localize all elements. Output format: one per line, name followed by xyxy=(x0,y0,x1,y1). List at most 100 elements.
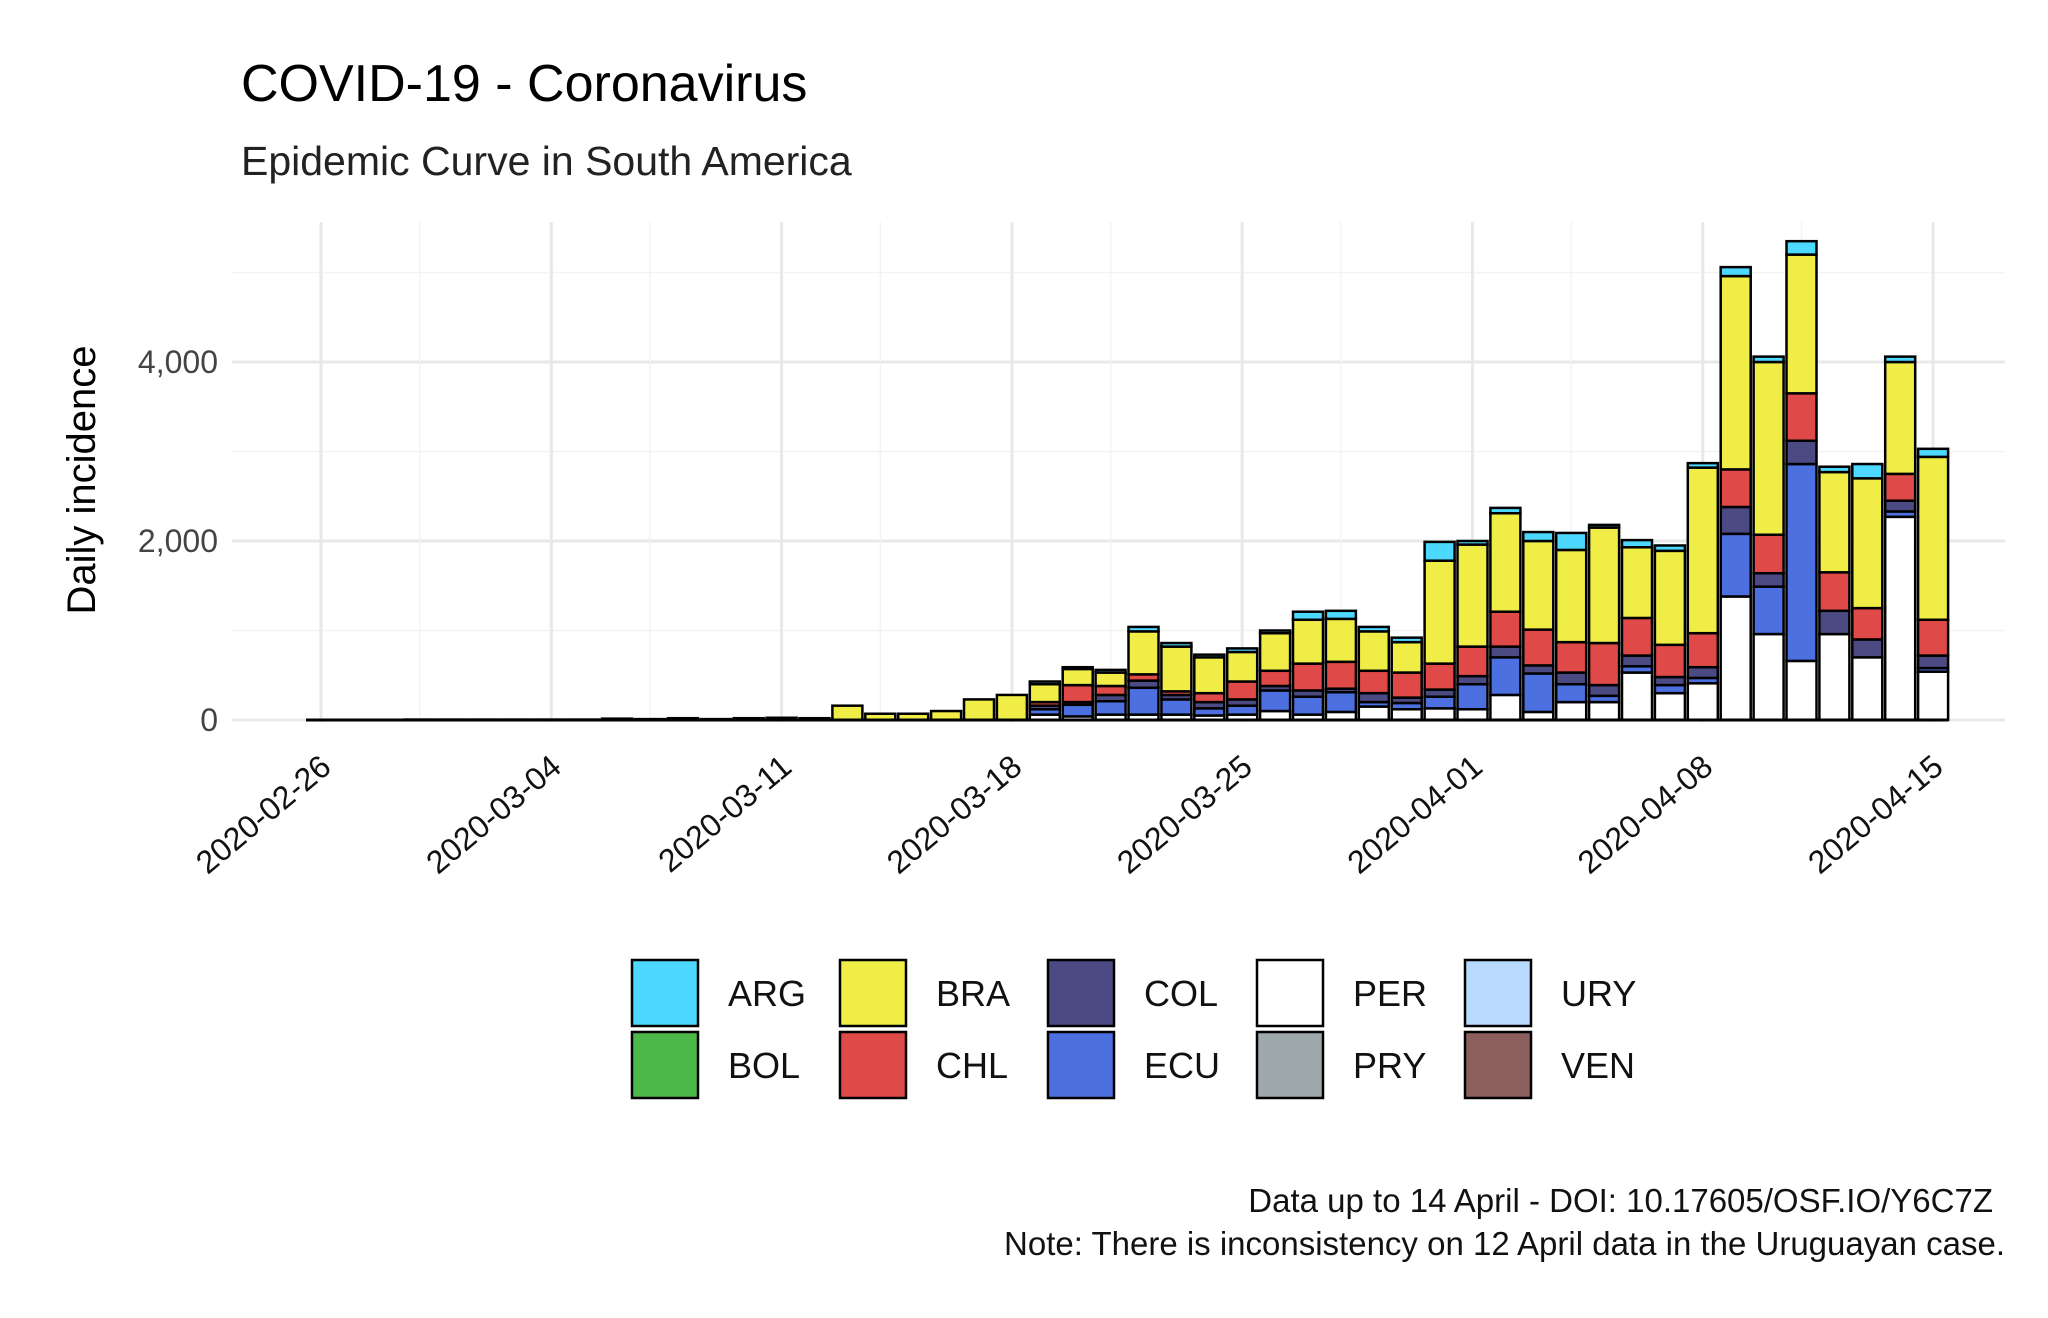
bar-segment-col xyxy=(1719,505,1752,536)
bar-segment-bra xyxy=(1193,656,1226,695)
legend-key-col xyxy=(1046,958,1116,1028)
x-tick-label: 2020-04-08 xyxy=(1571,748,1720,881)
legend-key-ecu xyxy=(1046,1030,1116,1100)
bar-segment-col xyxy=(1916,654,1950,670)
bar-segment-col xyxy=(1851,638,1884,659)
bar-segment-chl xyxy=(1193,691,1226,704)
bar-segment-ecu xyxy=(1258,689,1292,713)
bar-segment-ecu xyxy=(1160,698,1193,716)
x-tick-label: 2020-03-11 xyxy=(651,748,798,879)
x-tick-label: 2020-04-01 xyxy=(1340,748,1489,881)
bar-segment-per xyxy=(1390,708,1423,722)
bar-segment-bra xyxy=(1291,618,1325,665)
bar-segment-chl xyxy=(1686,631,1720,669)
bar-segment-arg xyxy=(1851,462,1884,480)
bar-segment-bra xyxy=(1851,477,1884,610)
bar-segment-col xyxy=(1883,499,1917,513)
bar-segment-col xyxy=(1357,691,1391,704)
bar-segment-col xyxy=(1785,439,1818,466)
legend-label-ury: URY xyxy=(1561,973,1636,1014)
bar-segment-chl xyxy=(1916,618,1950,657)
bar-segment-bra xyxy=(1719,274,1752,471)
bar-segment-arg xyxy=(1587,523,1621,529)
bar-segment-bra xyxy=(1489,512,1522,613)
bar-segment-ecu xyxy=(1522,672,1555,714)
x-tick-label: 2020-02-26 xyxy=(189,748,338,881)
bar-segment-bra xyxy=(1127,630,1160,676)
bar-segment-ecu xyxy=(1554,682,1588,704)
bar-segment-ecu xyxy=(1094,699,1127,716)
bar-segment-arg xyxy=(1028,680,1062,686)
bar-segment-arg xyxy=(1094,668,1127,674)
bar-segment-arg xyxy=(1554,531,1588,552)
bar-segment-per xyxy=(1456,708,1489,722)
bar-segment-chl xyxy=(1554,640,1588,674)
bar-segment-col xyxy=(1686,665,1720,680)
bar-segment xyxy=(831,704,864,722)
chart-title: COVID-19 - Coronavirus xyxy=(241,55,807,113)
bar-segment-col xyxy=(1620,654,1654,668)
legend-key-arg xyxy=(630,958,700,1028)
bar-segment-per xyxy=(1587,700,1621,722)
bar-segment-arg xyxy=(1390,636,1423,644)
legend-key-ven xyxy=(1463,1030,1533,1100)
x-tick-label: 2020-03-18 xyxy=(880,748,1029,881)
bar-segment-chl xyxy=(1719,468,1752,509)
bar-segment-chl xyxy=(1094,684,1127,697)
legend-label-ecu: ECU xyxy=(1144,1045,1220,1086)
bar-segment-col xyxy=(1554,671,1588,686)
caption-note: Note: There is inconsistency on 12 April… xyxy=(1004,1225,2005,1262)
bar-segment-ecu xyxy=(1291,695,1325,716)
bar-segment-ecu xyxy=(1719,532,1752,598)
bar-segment-chl xyxy=(1225,680,1259,701)
bar-segment-bra xyxy=(1522,539,1555,631)
y-tick-label: 0 xyxy=(200,702,218,738)
bar-segment-ecu xyxy=(1061,703,1094,718)
bar-segment-arg xyxy=(1127,625,1160,633)
bar-segment-chl xyxy=(1423,662,1456,691)
x-tick-labels: 2020-02-26 2020-03-04 2020-03-11 2020-03-18… xyxy=(189,748,1950,881)
bar-segment xyxy=(995,693,1029,722)
legend-key-ury xyxy=(1463,958,1533,1028)
bar-segment-bra xyxy=(1160,645,1193,693)
bar-segment-per xyxy=(1686,682,1720,722)
bar-segment-bra xyxy=(1324,617,1358,664)
bar-segment-bra xyxy=(1456,543,1489,648)
legend-key-chl xyxy=(838,1030,908,1100)
bar-segment-col xyxy=(1752,571,1785,588)
bar-segment-ecu xyxy=(1456,682,1489,711)
y-tick-labels: 0 2,000 4,000 xyxy=(138,344,218,738)
bar-segment-col xyxy=(1818,609,1851,636)
bar-segment-ecu xyxy=(1423,695,1456,710)
bar-segment-arg xyxy=(1752,355,1785,364)
bar-segment-arg xyxy=(1620,538,1654,549)
bar-segment-chl xyxy=(1620,616,1654,657)
x-tick-label: 2020-04-15 xyxy=(1801,748,1950,881)
y-tick-label: 2,000 xyxy=(138,523,218,559)
bar-segment-arg xyxy=(1489,506,1522,515)
bar-segment-arg xyxy=(1291,610,1325,622)
legend-label-bra: BRA xyxy=(936,973,1010,1014)
bar-segment-bra xyxy=(1785,253,1818,395)
bar-segment-bra xyxy=(1752,360,1785,536)
bar-segment-bra xyxy=(1258,631,1292,673)
bar-segment xyxy=(962,698,996,722)
bar-segment-arg xyxy=(1719,265,1752,278)
bar-segment-per xyxy=(1785,659,1818,722)
bar-segment-col xyxy=(1587,683,1621,698)
bar-segment-ecu xyxy=(1225,704,1259,716)
legend-label-chl: CHL xyxy=(936,1045,1008,1086)
bar-segment-chl xyxy=(1851,606,1884,641)
bar-segment-arg xyxy=(1160,641,1193,648)
chart-subtitle: Epidemic Curve in South America xyxy=(241,138,852,184)
bar-segment-arg xyxy=(1225,647,1259,654)
bar-segment-per xyxy=(1489,693,1522,722)
bar-segment-per xyxy=(1752,632,1785,722)
bar-segment-chl xyxy=(1752,533,1785,575)
bar-segment-arg xyxy=(1522,530,1555,543)
bars xyxy=(306,239,1950,722)
bar-segment-arg xyxy=(1686,461,1720,469)
bar-segment-bra xyxy=(1028,682,1062,704)
legend-label-pry: PRY xyxy=(1353,1045,1426,1086)
